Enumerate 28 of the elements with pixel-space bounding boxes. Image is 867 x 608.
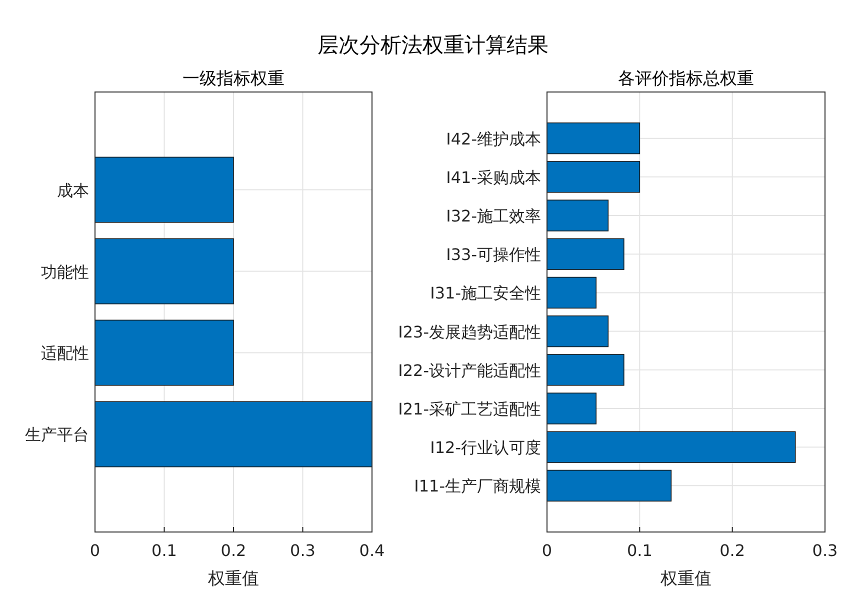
y-tick-label: 功能性: [41, 262, 89, 282]
x-tick-label: 0.3: [812, 541, 838, 560]
y-tick-label: I31-施工安全性: [430, 284, 541, 303]
y-tick-label: I21-采矿工艺适配性: [398, 399, 541, 418]
x-tick-label: 0.3: [290, 541, 316, 560]
y-tick-label: I33-可操作性: [446, 245, 541, 264]
chart-title: 各评价指标总权重: [618, 69, 754, 89]
y-tick-label: I22-设计产能适配性: [398, 360, 541, 380]
y-tick-label: I12-行业认可度: [430, 438, 541, 458]
x-tick-label: 0.1: [152, 541, 177, 560]
x-tick-label: 0.4: [359, 541, 385, 560]
x-axis-title: 权重值: [207, 569, 259, 589]
x-tick-label: 0: [542, 541, 552, 560]
x-tick-label: 0.2: [720, 541, 746, 560]
x-tick-label: 0.2: [220, 541, 246, 560]
y-tick-label: 成本: [57, 180, 89, 200]
x-tick-label: 0: [90, 541, 100, 560]
y-tick-label: I32-施工效率: [446, 206, 541, 226]
x-axis-title: 权重值: [660, 569, 712, 589]
y-tick-label: I41-采购成本: [446, 168, 541, 187]
y-tick-label: I11-生产厂商规模: [414, 476, 541, 496]
y-tick-label: I23-发展趋势适配性: [398, 322, 541, 342]
y-tick-label: I42-维护成本: [446, 129, 541, 148]
chart-title: 一级指标权重: [182, 69, 284, 89]
y-tick-label: 生产平台: [25, 425, 89, 444]
x-tick-label: 0.1: [626, 541, 652, 560]
text: 层次分析法权重计算结果: [318, 33, 548, 57]
y-tick-label: 适配性: [41, 344, 89, 363]
